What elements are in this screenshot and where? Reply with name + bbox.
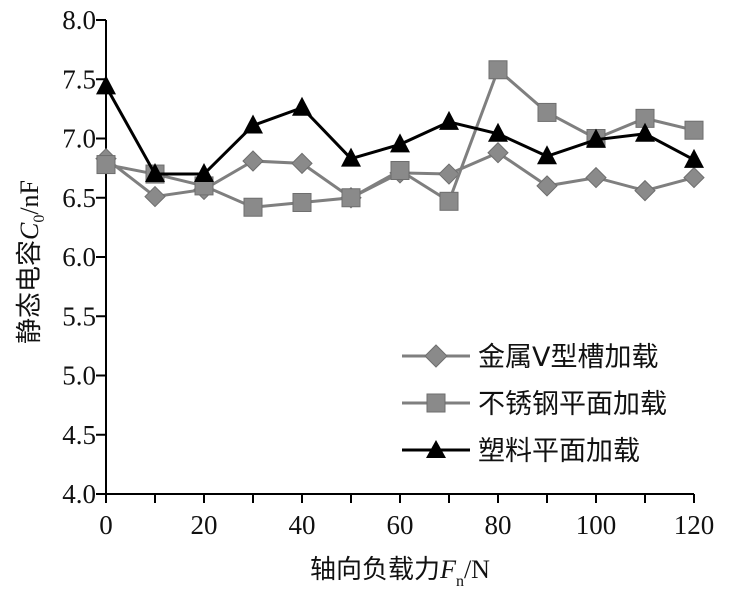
legend-diamond-marker-icon [424, 344, 448, 368]
y-tick-label: 4.0 [62, 479, 96, 509]
series-3 [96, 75, 704, 183]
legend-item-metal-v-groove: 金属V型槽加载 [402, 342, 658, 373]
y-tick-label: 5.5 [62, 301, 96, 331]
data-point-diamond [242, 150, 264, 172]
data-point-square [488, 60, 508, 80]
x-tick-label: 80 [485, 510, 512, 540]
data-point-diamond [438, 163, 460, 185]
y-axis-title-subscript: 0 [31, 215, 48, 223]
data-point-triangle [243, 114, 263, 134]
data-point-triangle [684, 148, 704, 168]
data-point-square [243, 197, 263, 217]
legend-item-plastic-flat: 塑料平面加载 [402, 436, 640, 467]
x-axis-title-text: 轴向负载力 [310, 555, 440, 585]
data-point-diamond [634, 179, 656, 202]
data-point-diamond [291, 152, 313, 175]
data-point-triangle [635, 122, 655, 142]
data-point-triangle [586, 128, 606, 148]
y-axis-title-unit: /nF [15, 180, 44, 215]
data-point-triangle [341, 147, 361, 167]
legend-label-3: 塑料平面加载 [478, 436, 640, 467]
data-point-triangle [194, 163, 214, 183]
data-point-square [390, 160, 410, 180]
data-point-triangle [439, 110, 459, 130]
x-tick-label: 120 [674, 510, 715, 540]
legend-triangle-marker-icon [426, 440, 446, 458]
data-point-triangle [96, 75, 116, 95]
x-axis-title: 轴向负载力Fn/N [310, 555, 490, 590]
data-point-diamond [536, 175, 558, 197]
y-axis-ticks: 4.0 4.5 5.0 5.5 6.0 6.5 7.0 7.5 8.0 [62, 5, 106, 509]
data-point-square [341, 188, 361, 208]
x-tick-label: 60 [387, 510, 414, 540]
x-axis-ticks: 0 20 40 60 80 100 120 [99, 494, 714, 540]
legend-square-marker-icon [426, 393, 446, 413]
y-tick-label: 6.0 [62, 242, 96, 272]
data-point-triangle [145, 163, 165, 183]
x-axis-title-subscript: n [456, 573, 464, 590]
y-tick-label: 7.5 [62, 64, 96, 94]
y-tick-label: 6.5 [62, 183, 96, 213]
data-point-square [537, 102, 557, 122]
x-tick-label: 20 [191, 510, 218, 540]
y-tick-label: 8.0 [62, 5, 96, 35]
legend-item-stainless-flat: 不锈钢平面加载 [402, 389, 667, 420]
x-axis-title-symbol: F [439, 555, 457, 584]
y-tick-label: 7.0 [62, 124, 96, 154]
data-point-diamond [585, 166, 607, 189]
series-line [104, 85, 695, 176]
data-point-square [292, 192, 312, 212]
legend: 金属V型槽加载 不锈钢平面加载 塑料平面加载 [402, 342, 667, 467]
legend-label-1: 金属V型槽加载 [478, 342, 658, 373]
data-point-square [684, 120, 704, 140]
x-tick-label: 100 [576, 510, 617, 540]
data-point-square [439, 191, 459, 211]
data-point-diamond [683, 166, 705, 189]
x-tick-label: 0 [99, 510, 113, 540]
x-tick-label: 40 [289, 510, 316, 540]
data-point-triangle [292, 96, 312, 116]
data-point-square [96, 155, 116, 175]
y-axis-title-text: 静态电容 [15, 240, 45, 344]
series-layer [95, 60, 705, 217]
data-point-triangle [488, 122, 508, 142]
y-tick-label: 5.0 [62, 361, 96, 391]
data-point-triangle [537, 145, 557, 165]
y-axis-title: 静态电容C0/nF [15, 180, 48, 344]
plot-area [105, 20, 694, 495]
data-point-diamond [144, 185, 166, 208]
legend-label-2: 不锈钢平面加载 [478, 389, 667, 420]
x-axis-title-unit: /N [464, 555, 490, 584]
data-point-diamond [487, 142, 509, 164]
data-point-triangle [390, 133, 410, 153]
y-axis-title-symbol: C [15, 222, 44, 240]
y-tick-label: 4.5 [62, 420, 96, 450]
